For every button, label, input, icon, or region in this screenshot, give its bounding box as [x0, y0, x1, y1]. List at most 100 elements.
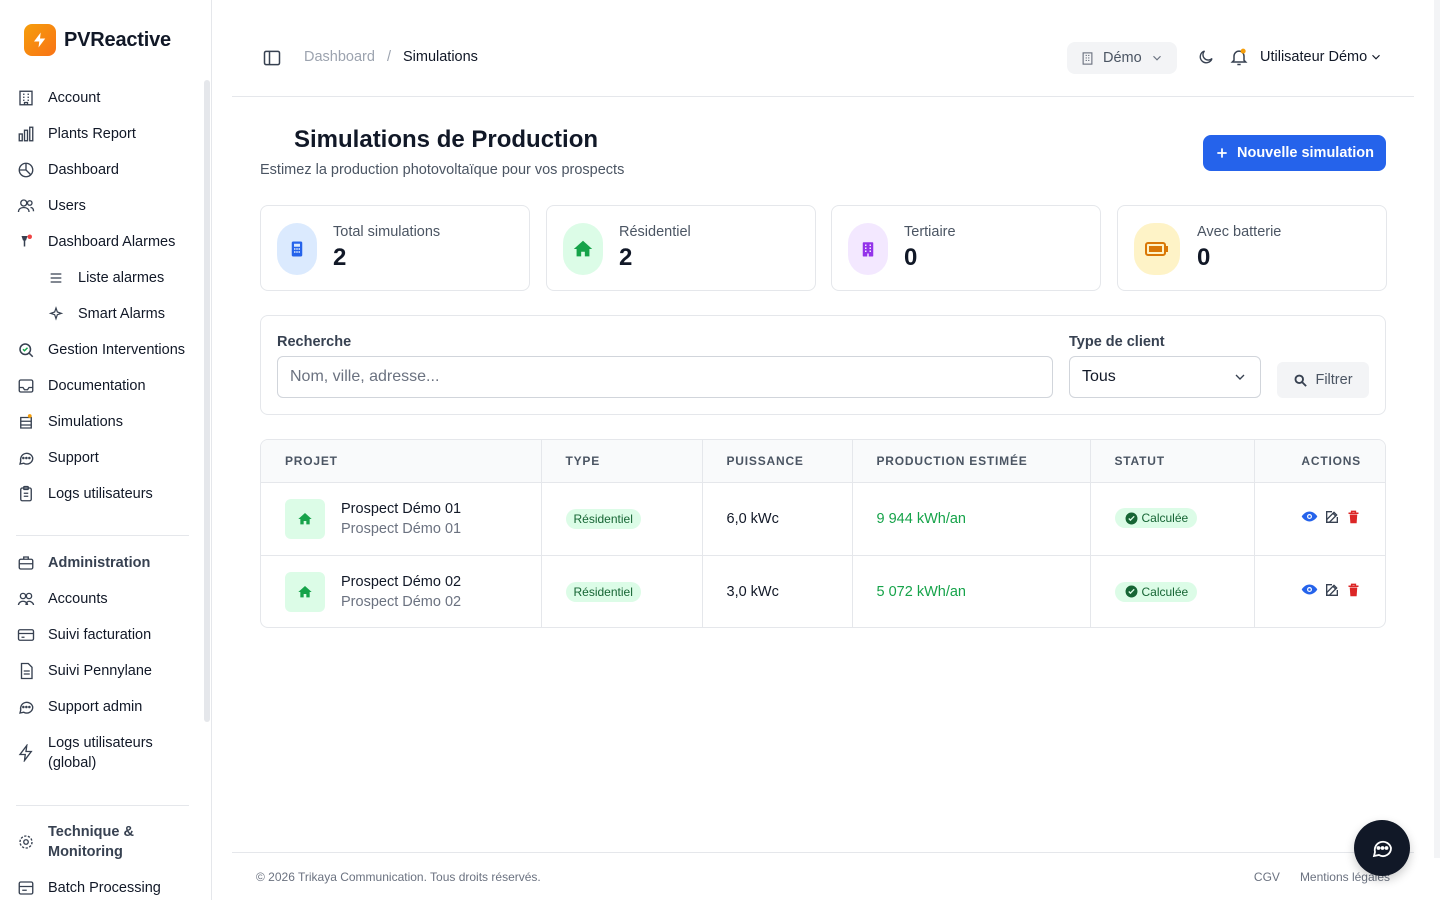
stat-value: 2	[619, 244, 633, 271]
sidebar-item-smart-alarms[interactable]: Smart Alarms	[46, 304, 165, 324]
client-type-select[interactable]: Tous	[1069, 356, 1261, 398]
sidebar-scrollbar[interactable]	[204, 80, 210, 722]
sidebar-item-label: Technique & Monitoring	[48, 824, 134, 860]
user-menu[interactable]: Utilisateur Démo	[1260, 49, 1383, 65]
search-icon	[1293, 373, 1308, 388]
table-row[interactable]: Prospect Démo 02 Prospect Démo 02 Réside…	[261, 555, 1385, 627]
sidebar-item-simulations[interactable]: Simulations	[16, 412, 123, 432]
stat-value: 0	[904, 244, 918, 271]
top-header: Dashboard / Simulations Démo Utilisateur…	[232, 20, 1414, 97]
project-subtitle: Prospect Démo 02	[341, 593, 462, 610]
sidebar-item-logs-utilisateurs[interactable]: Logs utilisateurs	[16, 484, 153, 504]
stat-label: Résidentiel	[619, 224, 691, 240]
client-type-value: Tous	[1082, 368, 1116, 385]
alarm-icon	[16, 232, 36, 252]
filter-button[interactable]: Filtrer	[1277, 362, 1369, 398]
sidebar-item-liste-alarmes[interactable]: Liste alarmes	[46, 268, 164, 288]
sidebar-section-technique[interactable]: Technique & Monitoring	[16, 822, 158, 862]
column-header-production[interactable]: PRODUCTION ESTIMÉE	[852, 440, 1091, 483]
delete-trash-icon[interactable]	[1346, 582, 1361, 598]
check-circle-icon	[1125, 512, 1138, 525]
status-badge: Calculée	[1114, 581, 1198, 602]
filter-panel: Recherche Type de client Tous Filtrer	[260, 315, 1386, 415]
sidebar-item-label: Support admin	[48, 699, 143, 715]
chevron-down-icon	[1150, 51, 1164, 65]
new-simulation-button[interactable]: Nouvelle simulation	[1203, 135, 1386, 171]
column-header-projet[interactable]: PROJET	[261, 440, 542, 483]
chat-widget-button[interactable]	[1354, 820, 1410, 876]
document-icon	[16, 661, 36, 681]
sidebar-item-support-admin[interactable]: Support admin	[16, 697, 142, 717]
column-header-statut[interactable]: STATUT	[1090, 440, 1255, 483]
sidebar-section-administration[interactable]: Administration	[16, 553, 150, 573]
brand-name: PVReactive	[64, 28, 171, 51]
sidebar-item-label: Administration	[48, 555, 151, 571]
status-label: Calculée	[1141, 584, 1189, 599]
inbox-icon	[16, 376, 36, 396]
sidebar-item-label: Documentation	[48, 378, 146, 394]
sidebar-item-support[interactable]: Support	[16, 448, 99, 468]
stat-card-batterie: Avec batterie 0	[1117, 205, 1387, 291]
clipboard-icon	[16, 484, 36, 504]
sidebar-item-dashboard[interactable]: Dashboard	[16, 160, 119, 180]
project-name[interactable]: Prospect Démo 01	[341, 500, 462, 517]
breadcrumb-link-dashboard[interactable]: Dashboard	[304, 49, 375, 65]
sidebar-divider	[16, 535, 189, 536]
view-eye-icon[interactable]	[1301, 508, 1318, 525]
type-badge: Résidentiel	[565, 581, 641, 602]
sidebar-item-suivi-pennylane[interactable]: Suivi Pennylane	[16, 661, 152, 681]
page-scrollbar[interactable]	[1434, 0, 1440, 858]
column-header-type[interactable]: TYPE	[541, 440, 703, 483]
footer-link-mentions[interactable]: Mentions légales	[1299, 870, 1390, 884]
sidebar-item-label: Users	[48, 198, 86, 214]
list-icon	[46, 268, 66, 288]
sidebar-item-suivi-facturation[interactable]: Suivi facturation	[16, 625, 151, 645]
edit-icon[interactable]	[1324, 509, 1340, 525]
sidebar-item-label: Liste alarmes	[78, 270, 165, 286]
home-icon	[563, 223, 603, 275]
sidebar-toggle-icon[interactable]	[262, 48, 282, 68]
building-icon	[16, 88, 36, 108]
sidebar: PVReactive Account Plants Report Dashboa…	[0, 0, 212, 900]
sidebar-item-logs-global[interactable]: Logs utilisateurs (global)	[16, 733, 168, 773]
bolt-logo-icon	[24, 24, 56, 56]
breadcrumb: Dashboard / Simulations	[304, 49, 478, 65]
sidebar-divider	[16, 805, 189, 806]
org-select[interactable]: Démo	[1067, 42, 1177, 74]
stat-value: 2	[333, 244, 347, 271]
sidebar-item-batch-processing[interactable]: Batch Processing	[16, 878, 161, 898]
database-icon	[16, 412, 36, 432]
search-input[interactable]	[277, 356, 1053, 398]
copyright: © 2026 Trikaya Communication. Tous droit…	[256, 870, 541, 884]
view-eye-icon[interactable]	[1301, 581, 1318, 598]
footer: © 2026 Trikaya Communication. Tous droit…	[232, 852, 1414, 900]
edit-icon[interactable]	[1324, 582, 1340, 598]
check-circle-icon	[1125, 585, 1138, 598]
calculator-icon	[277, 223, 317, 275]
power-cell: 6,0 kWc	[702, 482, 853, 556]
column-header-actions: ACTIONS	[1254, 440, 1385, 483]
project-name[interactable]: Prospect Démo 02	[341, 573, 462, 590]
status-label: Calculée	[1141, 511, 1189, 526]
sidebar-item-dashboard-alarmes[interactable]: Dashboard Alarmes	[16, 232, 175, 252]
brand[interactable]: PVReactive	[24, 24, 171, 56]
notification-bell-icon[interactable]	[1229, 47, 1249, 67]
sidebar-item-label: Account	[48, 90, 101, 106]
sidebar-item-documentation[interactable]: Documentation	[16, 376, 146, 396]
column-header-puissance[interactable]: PUISSANCE	[702, 440, 853, 483]
dark-mode-toggle-icon[interactable]	[1197, 48, 1215, 66]
sidebar-item-accounts[interactable]: Accounts	[16, 589, 108, 609]
credit-card-icon	[16, 625, 36, 645]
sidebar-item-label: Dashboard Alarmes	[48, 234, 176, 250]
sidebar-item-gestion-interventions[interactable]: Gestion Interventions	[16, 340, 185, 360]
table-row[interactable]: Prospect Démo 01 Prospect Démo 01 Réside…	[261, 482, 1385, 556]
footer-link-cgv[interactable]: CGV	[1253, 870, 1280, 884]
search-check-icon	[16, 340, 36, 360]
sidebar-item-plants-report[interactable]: Plants Report	[16, 124, 136, 144]
sidebar-item-label: Batch Processing	[48, 880, 161, 896]
sidebar-item-users[interactable]: Users	[16, 196, 86, 216]
users-icon	[16, 196, 36, 216]
sidebar-item-account[interactable]: Account	[16, 88, 100, 108]
delete-trash-icon[interactable]	[1346, 509, 1361, 525]
new-simulation-label: Nouvelle simulation	[1237, 145, 1374, 161]
